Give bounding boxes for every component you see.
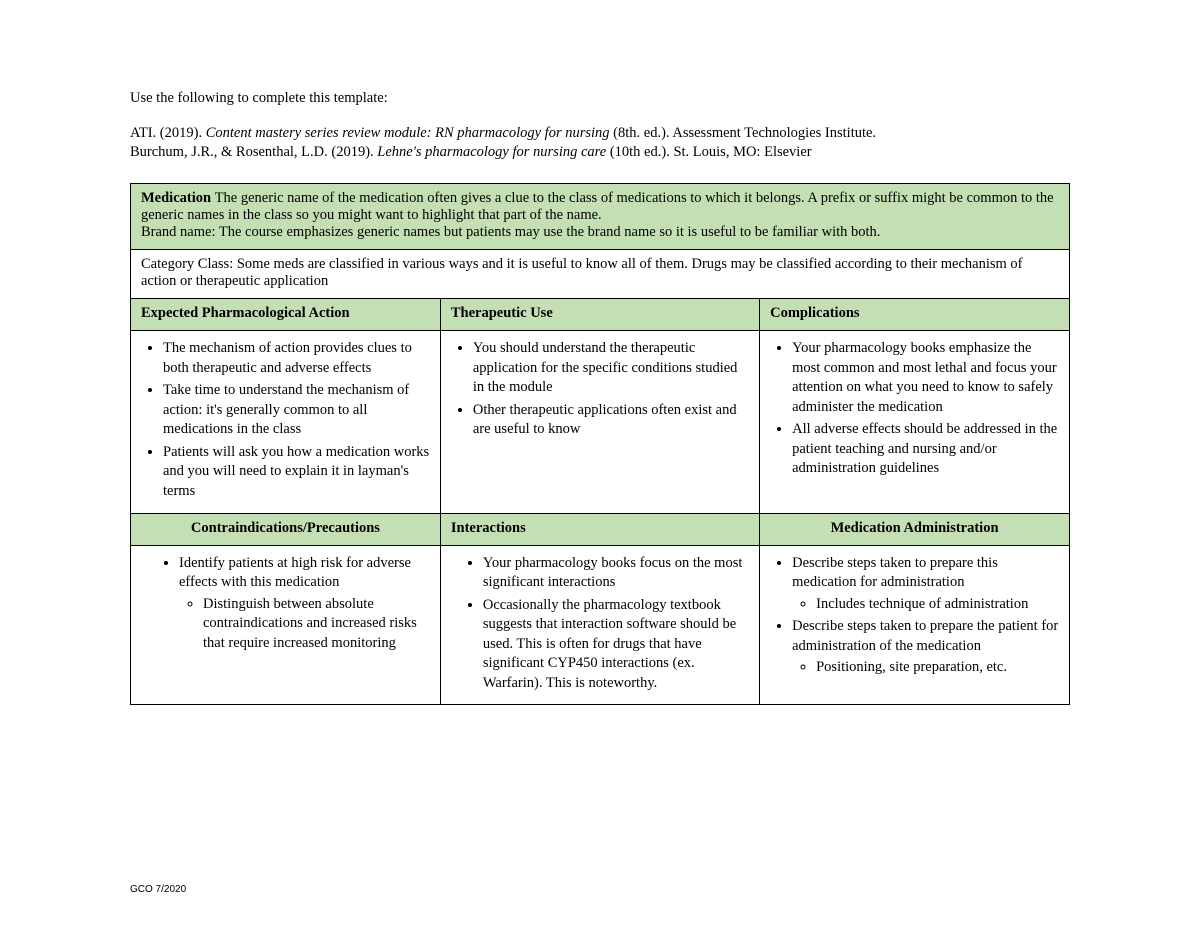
- header-complications: Complications: [760, 299, 1070, 331]
- category-class-row: Category Class: Some meds are classified…: [131, 250, 1070, 299]
- list-item-text: Describe steps taken to prepare this med…: [792, 555, 998, 591]
- header-interactions: Interactions: [440, 513, 759, 545]
- list-item: You should understand the therapeutic ap…: [473, 339, 749, 398]
- document-page: Use the following to complete this templ…: [0, 0, 1200, 927]
- list-item-text: Describe steps taken to prepare the pati…: [792, 618, 1058, 654]
- citation-1-suffix: (8th. ed.). Assessment Technologies Inst…: [613, 125, 876, 141]
- sub-list-item: Distinguish between absolute contraindic…: [203, 595, 430, 654]
- citation-2-prefix: Burchum, J.R., & Rosenthal, L.D. (2019).: [130, 144, 377, 160]
- list-item-text: Identify patients at high risk for adver…: [179, 555, 411, 591]
- medication-header-cell: Medication The generic name of the medic…: [131, 184, 1070, 250]
- footer-text: GCO 7/2020: [130, 884, 186, 895]
- content-row-2: Identify patients at high risk for adver…: [131, 545, 1070, 705]
- medication-label: Medication: [141, 190, 215, 206]
- citation-2: Burchum, J.R., & Rosenthal, L.D. (2019).…: [130, 144, 1070, 161]
- header-pharm-action: Expected Pharmacological Action: [131, 299, 441, 331]
- sub-list-item: Positioning, site preparation, etc.: [816, 658, 1059, 678]
- list-item: Other therapeutic applications often exi…: [473, 401, 749, 440]
- intro-text: Use the following to complete this templ…: [130, 90, 1070, 107]
- section-headers-row-2: Contraindications/Precautions Interactio…: [131, 513, 1070, 545]
- list-item: Your pharmacology books focus on the mos…: [483, 554, 749, 593]
- list-item: Take time to understand the mechanism of…: [163, 381, 430, 440]
- list-item: The mechanism of action provides clues t…: [163, 339, 430, 378]
- medication-line1: The generic name of the medication often…: [141, 190, 1054, 223]
- citation-1-prefix: ATI. (2019).: [130, 125, 206, 141]
- content-complications: Your pharmacology books emphasize the mo…: [760, 331, 1070, 514]
- list-item: Occasionally the pharmacology textbook s…: [483, 596, 749, 694]
- list-item: Describe steps taken to prepare this med…: [792, 554, 1059, 615]
- list-item: All adverse effects should be addressed …: [792, 420, 1059, 479]
- citation-1-italic: Content mastery series review module: RN…: [206, 125, 613, 141]
- category-class-cell: Category Class: Some meds are classified…: [131, 250, 1070, 299]
- citation-1: ATI. (2019). Content mastery series revi…: [130, 125, 1070, 142]
- content-therapeutic-use: You should understand the therapeutic ap…: [440, 331, 759, 514]
- section-headers-row-1: Expected Pharmacological Action Therapeu…: [131, 299, 1070, 331]
- content-contraindications: Identify patients at high risk for adver…: [131, 545, 441, 705]
- medication-header-row: Medication The generic name of the medic…: [131, 184, 1070, 250]
- content-pharm-action: The mechanism of action provides clues t…: [131, 331, 441, 514]
- medication-line2: Brand name: The course emphasizes generi…: [141, 224, 880, 240]
- content-row-1: The mechanism of action provides clues t…: [131, 331, 1070, 514]
- header-contraindications: Contraindications/Precautions: [131, 513, 441, 545]
- content-interactions: Your pharmacology books focus on the mos…: [440, 545, 759, 705]
- list-item: Your pharmacology books emphasize the mo…: [792, 339, 1059, 417]
- header-med-admin: Medication Administration: [760, 513, 1070, 545]
- content-med-admin: Describe steps taken to prepare this med…: [760, 545, 1070, 705]
- list-item: Identify patients at high risk for adver…: [179, 554, 430, 654]
- citation-2-suffix: (10th ed.). St. Louis, MO: Elsevier: [610, 144, 812, 160]
- header-therapeutic-use: Therapeutic Use: [440, 299, 759, 331]
- list-item: Patients will ask you how a medication w…: [163, 443, 430, 502]
- medication-template-table: Medication The generic name of the medic…: [130, 183, 1070, 705]
- sub-list-item: Includes technique of administration: [816, 595, 1059, 615]
- list-item: Describe steps taken to prepare the pati…: [792, 617, 1059, 678]
- citation-2-italic: Lehne's pharmacology for nursing care: [377, 144, 610, 160]
